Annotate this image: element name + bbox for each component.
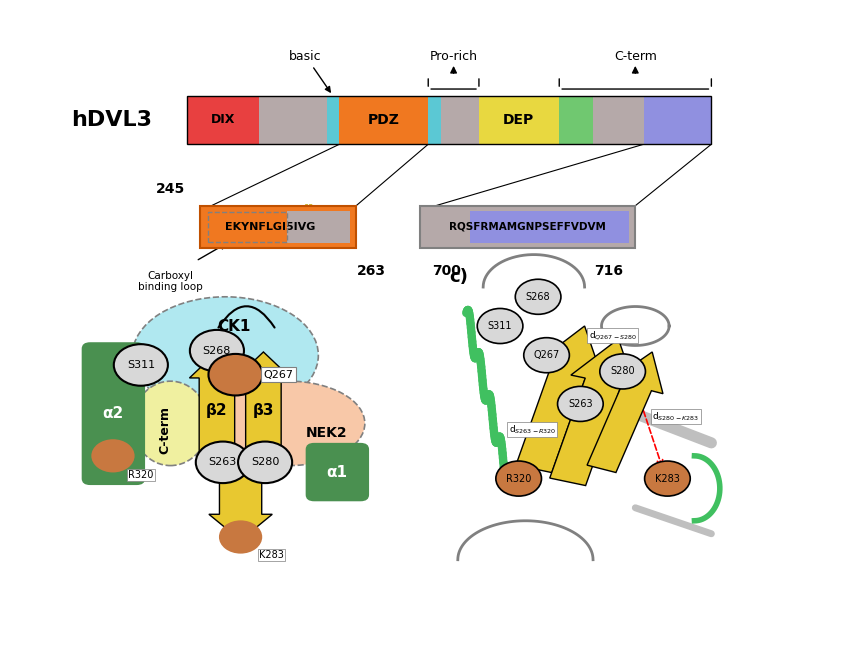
Text: PDZ: PDZ xyxy=(367,113,399,127)
Text: S268: S268 xyxy=(526,292,550,302)
Circle shape xyxy=(496,461,542,496)
Text: S268: S268 xyxy=(203,346,232,356)
Bar xyxy=(339,96,428,144)
Text: S280: S280 xyxy=(251,457,279,467)
Text: basic: basic xyxy=(289,50,330,92)
FancyBboxPatch shape xyxy=(420,206,635,248)
FancyBboxPatch shape xyxy=(187,96,711,144)
Bar xyxy=(187,96,711,144)
Circle shape xyxy=(219,520,262,554)
FancyBboxPatch shape xyxy=(200,206,356,248)
Circle shape xyxy=(114,344,168,386)
Text: EKYNFLGI5IVG: EKYNFLGI5IVG xyxy=(225,222,315,232)
Bar xyxy=(187,96,259,144)
Bar xyxy=(470,211,628,243)
Polygon shape xyxy=(209,466,272,541)
Polygon shape xyxy=(189,352,244,466)
Circle shape xyxy=(557,387,603,421)
Circle shape xyxy=(516,279,561,314)
Circle shape xyxy=(196,441,250,483)
FancyBboxPatch shape xyxy=(81,342,145,485)
Polygon shape xyxy=(587,352,663,473)
Circle shape xyxy=(238,441,293,483)
Bar xyxy=(644,96,711,144)
Ellipse shape xyxy=(132,297,318,413)
Text: Carboxyl
binding loop: Carboxyl binding loop xyxy=(138,271,203,292)
Text: K283: K283 xyxy=(655,473,680,484)
Text: C-term: C-term xyxy=(614,50,656,63)
Text: S311: S311 xyxy=(488,321,512,331)
Text: S280: S280 xyxy=(611,366,635,376)
Ellipse shape xyxy=(132,381,209,466)
Text: 245: 245 xyxy=(156,182,185,196)
Circle shape xyxy=(600,354,645,389)
Text: CK1: CK1 xyxy=(217,318,250,334)
Circle shape xyxy=(92,439,135,473)
Text: Q267: Q267 xyxy=(533,350,560,360)
Text: S263: S263 xyxy=(209,457,237,467)
Text: S263: S263 xyxy=(568,399,593,409)
Text: β2: β2 xyxy=(303,204,314,213)
Text: β2: β2 xyxy=(206,403,228,418)
Polygon shape xyxy=(516,326,602,473)
Text: R320: R320 xyxy=(506,473,532,484)
Text: R320: R320 xyxy=(128,470,153,480)
Circle shape xyxy=(190,330,244,372)
Bar xyxy=(428,96,441,144)
Text: α1: α1 xyxy=(326,465,348,480)
Text: d$_{S263-R320}$: d$_{S263-R320}$ xyxy=(509,424,556,436)
Text: S311: S311 xyxy=(127,360,155,370)
Text: c): c) xyxy=(449,267,468,286)
Text: 263: 263 xyxy=(356,264,385,278)
Text: hDVL3: hDVL3 xyxy=(70,110,152,130)
Text: β3: β3 xyxy=(253,403,274,418)
Polygon shape xyxy=(550,339,635,486)
Text: α2: α2 xyxy=(103,406,124,421)
Text: 716: 716 xyxy=(594,264,622,278)
FancyBboxPatch shape xyxy=(305,443,369,501)
Text: RQSFRMAMGNPSEFFVDVM: RQSFRMAMGNPSEFFVDVM xyxy=(449,222,606,232)
Circle shape xyxy=(644,461,690,496)
Text: DEP: DEP xyxy=(503,113,534,127)
Text: K283: K283 xyxy=(259,550,284,560)
Bar xyxy=(479,96,559,144)
Bar xyxy=(326,96,339,144)
Circle shape xyxy=(477,308,523,344)
Text: Q267: Q267 xyxy=(264,370,293,379)
Text: C-term: C-term xyxy=(158,406,171,454)
Circle shape xyxy=(524,338,569,373)
Bar xyxy=(287,211,349,243)
Bar xyxy=(209,213,287,242)
Text: DIX: DIX xyxy=(210,113,235,126)
Text: d$_{Q267-S280}$: d$_{Q267-S280}$ xyxy=(589,329,637,342)
Text: Pro-rich: Pro-rich xyxy=(430,50,477,63)
FancyArrowPatch shape xyxy=(219,306,275,327)
Text: NEK2: NEK2 xyxy=(306,426,348,440)
Text: 700: 700 xyxy=(432,264,461,278)
Polygon shape xyxy=(236,352,291,466)
Ellipse shape xyxy=(213,381,365,466)
Circle shape xyxy=(209,354,263,396)
Text: d$_{S280-K283}$: d$_{S280-K283}$ xyxy=(652,411,700,423)
Bar xyxy=(559,96,593,144)
